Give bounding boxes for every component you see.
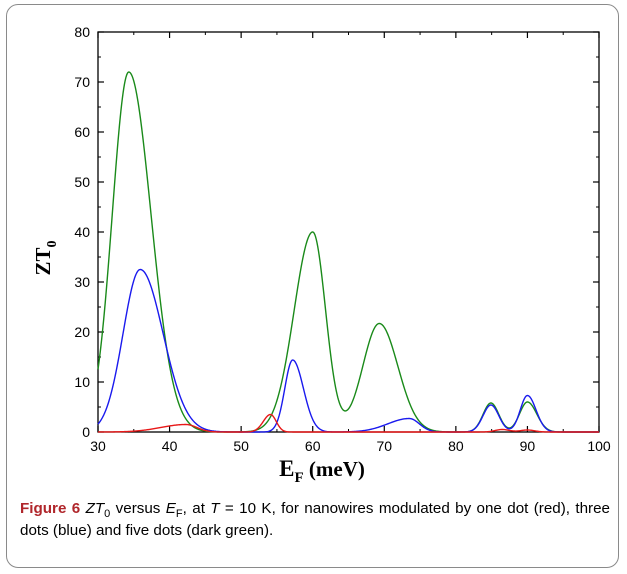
y-tick-label: 30: [74, 274, 90, 290]
x-tick-label: 30: [90, 438, 106, 454]
caption-ef: E: [165, 500, 176, 517]
x-tick-label: 80: [448, 438, 464, 454]
caption-ef-sub: F: [175, 508, 183, 521]
caption-versus: versus: [110, 500, 166, 517]
figure-frame: [6, 4, 619, 568]
x-tick-label: 50: [233, 438, 249, 454]
x-tick-label: 40: [162, 438, 178, 454]
caption-t: T: [210, 500, 220, 517]
x-axis-label: EF (meV): [279, 456, 365, 486]
series-line-3: [98, 413, 599, 433]
x-tick-label: 90: [520, 438, 536, 454]
y-tick-label: 10: [74, 374, 90, 390]
y-tick-label: 40: [74, 224, 90, 240]
y-tick-label: 60: [74, 124, 90, 140]
axis-ticks: 30 40 50 60 70 80 90 100 0 10 20 30 40 50 60 70 80: [74, 24, 610, 454]
series-lines: [97, 71, 599, 433]
y-tick-label: 80: [74, 24, 90, 40]
y-axis-label: ZT0: [31, 240, 60, 275]
caption-at: , at: [182, 500, 211, 517]
y-tick-label: 20: [74, 324, 90, 340]
x-tick-label: 60: [305, 438, 321, 454]
caption-zt-sub: 0: [104, 508, 111, 521]
y-tick-label: 70: [74, 74, 90, 90]
series-line-2: [97, 268, 599, 433]
figure-caption: Figure 6 ZT0 versus EF, at T = 10 K, for…: [20, 498, 610, 542]
caption-period: .: [269, 522, 274, 539]
x-tick-label: 100: [587, 438, 611, 454]
y-tick-label: 50: [74, 174, 90, 190]
caption-zt: ZT: [85, 500, 105, 517]
chart: 30 40 50 60 70 80 90 100 0 10 20 30 40 50 60 70 80 ZT0 E…: [31, 24, 611, 486]
y-tick-label: 0: [82, 424, 90, 440]
caption-rest: = 10 K, for nanowires modulated by one d…: [20, 500, 611, 539]
figure-label: Figure 6: [20, 500, 81, 517]
x-tick-label: 70: [376, 438, 392, 454]
series-line-1: [97, 71, 599, 433]
